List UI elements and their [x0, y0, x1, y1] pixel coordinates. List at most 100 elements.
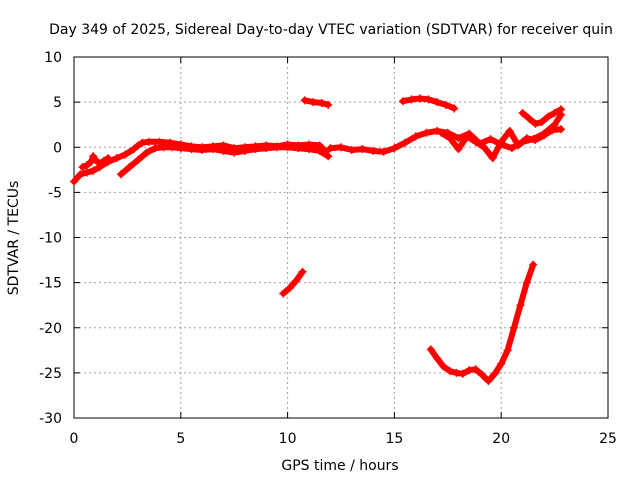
grid — [74, 57, 608, 418]
series-arc-3 — [116, 143, 333, 179]
y-tick-label: -25 — [39, 366, 62, 382]
data-point — [129, 145, 138, 154]
data-point — [285, 284, 294, 293]
y-tick-label: 0 — [53, 140, 62, 156]
data-point — [104, 154, 113, 163]
data-point — [144, 137, 153, 146]
data-point — [503, 346, 512, 355]
data-point — [471, 137, 480, 146]
data-point — [317, 99, 326, 108]
data-point — [557, 125, 566, 134]
chart-title: Day 349 of 2025, Sidereal Day-to-day VTE… — [49, 22, 613, 38]
data-point — [488, 154, 497, 163]
data-point — [445, 134, 454, 143]
series-arc-10 — [426, 260, 538, 385]
data-point — [531, 136, 540, 145]
data-point — [424, 95, 433, 104]
data-point — [522, 278, 531, 287]
data-point — [292, 276, 301, 285]
data-point — [134, 155, 143, 164]
data-point — [471, 365, 480, 374]
data-point — [369, 146, 378, 155]
series-arc-2 — [78, 152, 113, 172]
y-axis-label: SDTVAR / TECUs — [6, 181, 22, 296]
data-point — [510, 323, 519, 332]
data-point — [358, 145, 367, 154]
y-tick-label: -5 — [48, 185, 62, 201]
data-point — [437, 128, 446, 137]
data-point — [82, 161, 91, 170]
data-point — [522, 134, 531, 143]
data-point — [524, 114, 533, 123]
data-point — [516, 301, 525, 310]
data-point — [557, 105, 566, 114]
data-point — [294, 144, 303, 153]
data-point — [531, 119, 540, 128]
data-point — [490, 369, 499, 378]
data-point — [99, 156, 108, 165]
data-point — [465, 366, 474, 375]
series-line — [427, 261, 537, 384]
series-line — [301, 97, 332, 108]
data-point — [168, 143, 177, 152]
data-point — [121, 150, 130, 159]
data-point — [416, 94, 425, 103]
data-point — [89, 166, 98, 175]
data-point — [505, 127, 514, 136]
data-point — [82, 168, 91, 177]
x-tick-label: 25 — [599, 431, 617, 447]
data-point — [452, 368, 461, 377]
data-point — [76, 170, 85, 179]
data-point — [230, 148, 239, 157]
data-point — [454, 145, 463, 154]
data-point — [407, 95, 416, 104]
data-point — [548, 126, 557, 135]
x-axis-label: GPS time / hours — [281, 458, 398, 474]
data-point — [326, 144, 335, 153]
data-point — [198, 145, 207, 154]
data-point — [134, 141, 143, 150]
data-point — [78, 163, 87, 172]
data-point — [480, 143, 489, 152]
data-point — [497, 137, 506, 146]
data-point — [507, 144, 516, 153]
x-tick-label: 0 — [70, 431, 79, 447]
data-point — [219, 146, 228, 155]
data-point — [304, 145, 313, 154]
data-point — [484, 376, 493, 385]
data-point — [445, 367, 454, 376]
data-point — [155, 137, 164, 146]
data-point — [262, 144, 271, 153]
data-point — [208, 145, 217, 154]
data-point — [539, 131, 548, 140]
x-tick-label: 15 — [385, 431, 403, 447]
data-point — [426, 345, 435, 354]
data-point — [347, 145, 356, 154]
data-point — [401, 138, 410, 147]
data-point — [537, 117, 546, 126]
data-point — [138, 138, 147, 147]
y-tick-label: 10 — [44, 50, 62, 66]
data-point — [116, 170, 125, 179]
data-point — [70, 177, 78, 186]
y-tick-label: -30 — [39, 411, 62, 427]
data-point — [91, 155, 100, 164]
data-point — [544, 112, 553, 121]
data-point — [324, 100, 333, 109]
data-point — [87, 157, 96, 166]
data-point — [95, 159, 104, 168]
x-tick-label: 10 — [279, 431, 297, 447]
y-tick-label: -10 — [39, 231, 62, 247]
data-point — [309, 98, 318, 107]
series-line — [118, 144, 332, 178]
x-tick-label: 20 — [492, 431, 510, 447]
data-point — [439, 362, 448, 371]
data-point — [187, 145, 196, 154]
data-point — [454, 134, 463, 143]
data-point — [518, 108, 527, 117]
data-point — [458, 369, 467, 378]
series-line — [280, 268, 306, 297]
data-point — [529, 260, 538, 269]
data-point — [112, 154, 121, 163]
